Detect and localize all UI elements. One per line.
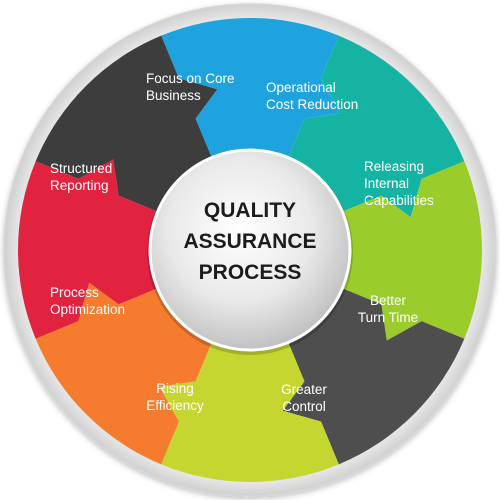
segment-rising <box>35 282 214 465</box>
segment-better <box>282 286 465 465</box>
hub-circle <box>148 148 352 352</box>
segment-label-operational: Operational Cost Reduction <box>266 80 359 112</box>
segment-greater <box>159 338 339 482</box>
segment-label-structured: Structured Reporting <box>50 161 113 193</box>
segment-label-releasing: Releasing Internal Capabilities <box>364 159 434 208</box>
segment-releasing <box>338 161 482 341</box>
hub-title: QUALITY ASSURANCE PROCESS <box>183 199 317 284</box>
segment-structured <box>35 35 218 214</box>
segment-label-better: Better Turn Time <box>357 293 419 325</box>
segment-focus <box>161 17 341 162</box>
segment-operational <box>286 35 465 218</box>
segments-layer <box>17 17 482 482</box>
segment-label-process: Process Optimization <box>50 285 126 317</box>
segment-label-greater: Greater Control <box>281 382 327 414</box>
segment-label-focus: Focus on Core Business <box>146 71 235 103</box>
segment-label-rising: Rising Efficiency <box>146 381 204 413</box>
segment-process <box>17 159 162 339</box>
